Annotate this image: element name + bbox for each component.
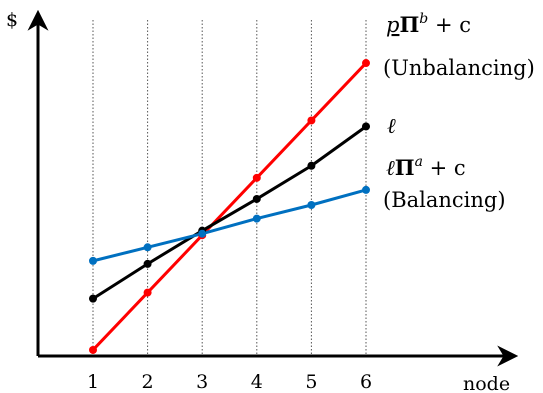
series-group (89, 59, 370, 354)
ell-series-label: ℓ (387, 114, 396, 138)
data-point-series-2-node-5 (307, 201, 316, 209)
series-line-2 (92, 188, 367, 263)
data-point-series-0-node-4 (252, 173, 261, 182)
balancing-note: (Balancing) (383, 188, 506, 212)
x-tick-label: 3 (196, 371, 208, 393)
data-point-series-1-node-2 (143, 259, 152, 268)
balancing-series-label: ℓΠa + c (386, 154, 466, 180)
unbalancing-note: (Unbalancing) (383, 56, 535, 80)
unbalancing-rest: + c (428, 13, 471, 37)
x-tick-label: 5 (305, 371, 317, 393)
y-axis-label: $ (6, 9, 18, 31)
x-tick-label: 2 (142, 371, 154, 393)
data-point-series-0-node-2 (143, 288, 152, 297)
balancing-sup: a (415, 154, 423, 170)
data-point-series-1-node-5 (307, 161, 316, 170)
x-axis-label: node (463, 373, 510, 393)
data-point-series-0-node-6 (362, 59, 370, 68)
x-tick-label: 6 (360, 371, 372, 393)
series-line-0 (91, 62, 368, 351)
data-point-series-0-node-5 (307, 116, 316, 125)
balancing-rest: + c (423, 156, 466, 180)
balancing-l: ℓ (386, 156, 395, 180)
data-point-series-2-node-2 (143, 243, 152, 252)
unbalancing-series-label: pΠb + c (386, 11, 471, 37)
unbalancing-pi: Π (399, 12, 419, 37)
data-point-series-1-node-6 (362, 122, 370, 131)
data-point-series-2-node-3 (198, 229, 207, 238)
unbalancing-p: p (386, 13, 399, 37)
balancing-pi: Π (395, 155, 415, 180)
x-tick-label: 1 (87, 371, 99, 393)
data-point-series-2-node-4 (252, 214, 261, 223)
series-line-1 (92, 125, 367, 300)
data-point-series-1-node-4 (252, 194, 261, 203)
x-tick-labels: 1 2 3 4 5 6 (87, 371, 372, 393)
data-point-series-2-node-6 (362, 185, 370, 194)
data-point-series-2-node-1 (89, 256, 97, 265)
unbalancing-sup: b (419, 11, 428, 27)
x-tick-label: 4 (251, 371, 263, 393)
data-point-series-1-node-1 (89, 294, 97, 303)
data-point-series-0-node-1 (89, 345, 97, 354)
